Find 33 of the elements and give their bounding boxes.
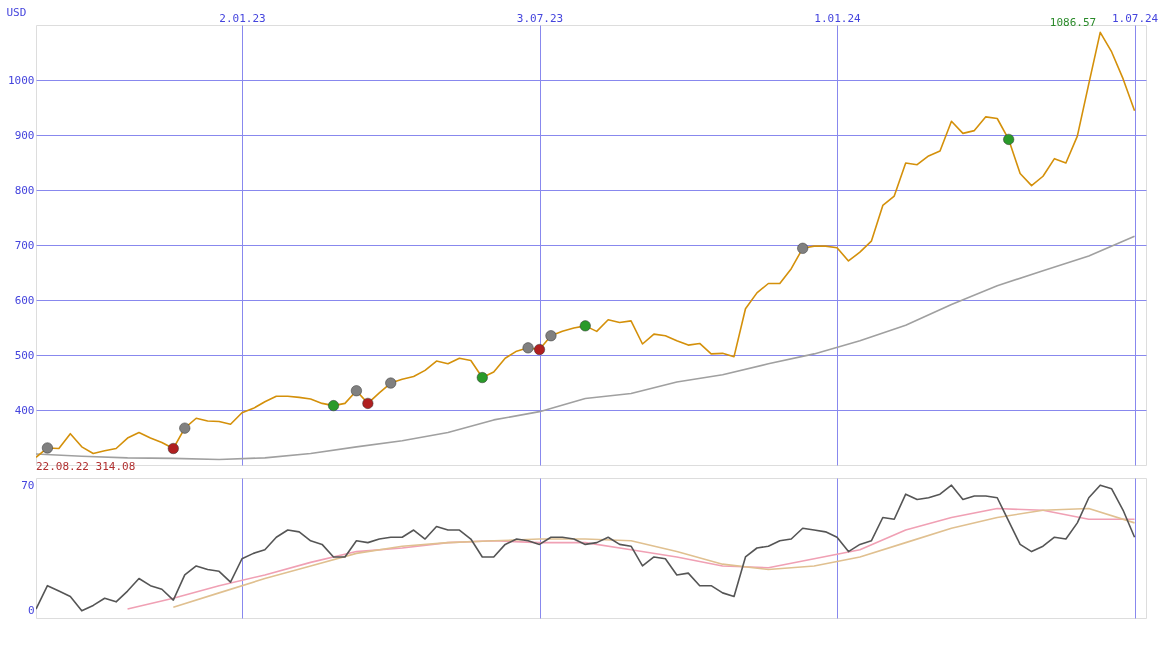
y-tick-label: 500 [14, 348, 35, 362]
point [476, 372, 488, 384]
line-series [36, 31, 1136, 459]
y-tick-label: 900 [14, 128, 35, 142]
y-tick-label: 700 [14, 238, 35, 252]
point [41, 442, 53, 454]
y-axis-title: USD [6, 5, 27, 19]
point [545, 330, 557, 342]
x-tick-label: 2.01.23 [219, 11, 266, 25]
annotation: 22.08.22 314.08 [36, 460, 136, 474]
point [350, 385, 362, 397]
x-tick-label: 3.07.23 [516, 11, 564, 25]
annotation: 1086.57 [1049, 16, 1097, 30]
point [167, 443, 179, 454]
x-tick-label: 1.07.24 [1111, 11, 1159, 25]
y-tick-label: 70 [21, 478, 35, 492]
y-tick-label: 0 [27, 604, 35, 618]
line-series [36, 235, 1136, 461]
point [1003, 133, 1015, 145]
point [522, 342, 534, 354]
y-tick-label: 600 [14, 293, 35, 307]
point [362, 397, 374, 409]
x-tick-label: 1.01.24 [814, 11, 862, 25]
y-tick-label: 400 [14, 403, 35, 417]
line-series [36, 484, 1136, 612]
y-tick-label: 800 [14, 183, 35, 197]
point [797, 242, 809, 254]
point [534, 344, 545, 355]
point [179, 422, 191, 434]
point [328, 400, 340, 412]
y-tick-label: 1000 [8, 73, 35, 87]
point [579, 320, 591, 332]
point [385, 377, 397, 389]
